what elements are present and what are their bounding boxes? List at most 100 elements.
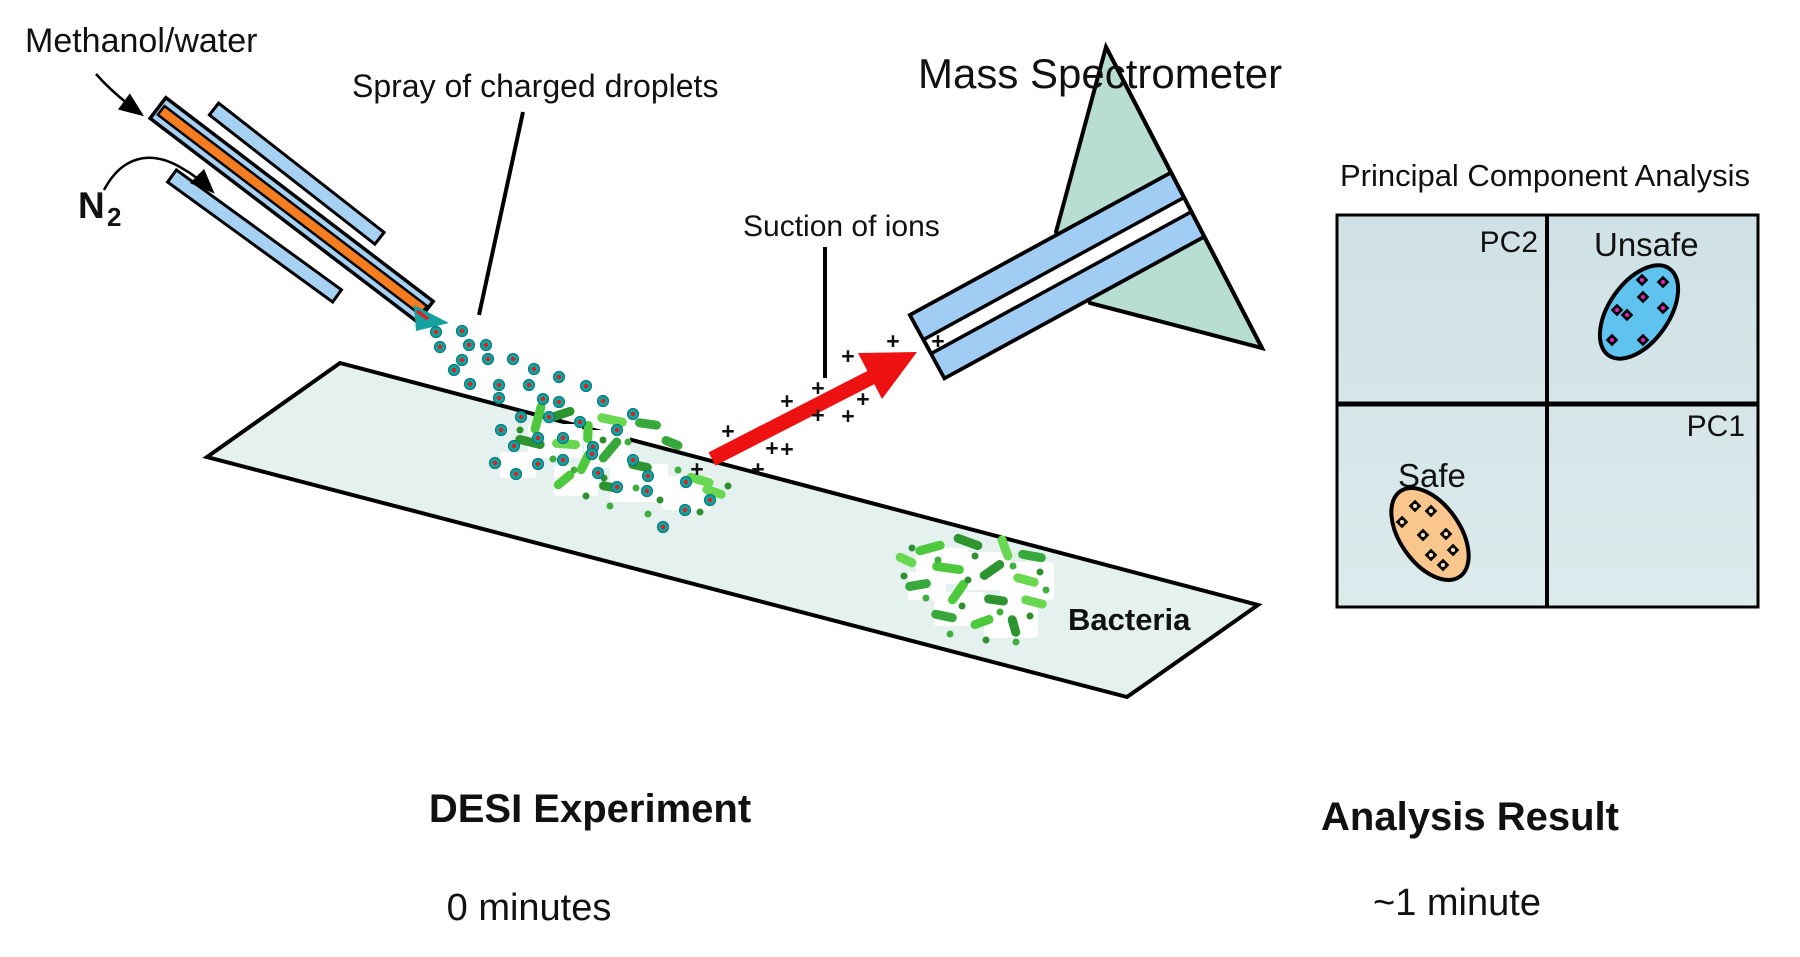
spray-droplets <box>429 324 717 534</box>
bacteria-dot <box>900 572 908 580</box>
bacteria-dot <box>908 544 916 552</box>
sprayer-central-tube <box>147 95 436 325</box>
ion-plus-icon: + <box>841 343 854 369</box>
ion-plus-icon: + <box>811 375 824 401</box>
pca-sample-marker-dot <box>1661 306 1665 310</box>
sprayer-tip-cone <box>414 305 449 331</box>
pca-clusters <box>1389 263 1681 582</box>
bacteria-dot <box>696 508 704 516</box>
pca-sample-marker-dot <box>1640 278 1644 282</box>
droplet-core <box>498 427 504 433</box>
sprayer-lower-gas-tube <box>165 167 344 305</box>
bacteria-label: Bacteria <box>1068 602 1191 637</box>
bacteria-rod <box>583 421 593 443</box>
bacteria-dot <box>624 438 632 446</box>
pca-unsafe-label: Unsafe <box>1594 226 1699 263</box>
bacteria-rod <box>702 485 726 499</box>
bacteria-rod <box>686 472 714 488</box>
pca-sample-marker-dot <box>1444 532 1448 536</box>
ion-plus-icon: + <box>780 436 793 462</box>
bacteria-dot <box>996 608 1004 616</box>
bacteria-dot <box>1042 586 1050 594</box>
droplet-core <box>630 411 636 417</box>
pca-sample-marker-dot <box>1413 504 1417 508</box>
bacteria-rod <box>597 413 627 427</box>
bacteria-rod <box>895 552 917 568</box>
bacteria-dot <box>599 436 607 444</box>
droplet-core <box>496 382 502 388</box>
droplet-core <box>466 342 472 348</box>
bacteria-dot <box>570 466 578 474</box>
droplet-core <box>630 457 636 463</box>
bacteria-dot <box>549 455 557 463</box>
bacteria-dot <box>934 556 942 564</box>
desi-time-caption: 0 minutes <box>447 887 612 929</box>
droplet-core <box>614 427 620 433</box>
n2-subscript: 2 <box>107 202 121 232</box>
desi-caption: DESI Experiment <box>429 787 751 831</box>
bacteria-dot <box>1009 562 1017 570</box>
mass-spectrometer-inlet-tube <box>907 154 1237 381</box>
sample-plate <box>202 360 1263 700</box>
bacteria-dot <box>964 576 972 584</box>
droplet-core <box>595 470 601 476</box>
droplet-core <box>483 342 489 348</box>
pca-x-axis-label: PC1 <box>1687 410 1745 443</box>
mass-spectrometer-inlet-clip <box>907 154 1237 381</box>
bacteria-rod <box>953 533 983 551</box>
pca-sample-marker-dot <box>1400 520 1404 524</box>
droplet-core <box>645 473 651 479</box>
pca-sample-marker-dot <box>1625 313 1629 317</box>
droplet-core <box>560 435 566 441</box>
bacteria-dot <box>1012 638 1020 646</box>
n2-feed-arrow <box>102 156 215 194</box>
droplet-core <box>459 357 465 363</box>
pca-sample-marker-dot <box>1615 308 1619 312</box>
droplet-core <box>433 329 439 335</box>
bacteria-rod <box>1013 573 1039 587</box>
pca-title: Principal Component Analysis <box>1340 158 1750 193</box>
pca-sample-marker-dot <box>1451 548 1455 552</box>
pca-sample-marker-dot <box>1661 280 1665 284</box>
bacteria-rod <box>1007 615 1021 637</box>
droplet-core <box>511 443 517 449</box>
sprayer-tip-red-mark <box>415 309 430 321</box>
droplet-core <box>485 356 491 362</box>
bacteria-rod <box>948 579 968 605</box>
pca-sample-marker-dot <box>1429 553 1433 557</box>
bacteria-rod <box>931 609 957 623</box>
bacteria-rod <box>905 579 931 591</box>
bacteria-rod <box>984 594 1008 606</box>
bacteria-dot <box>644 510 652 518</box>
ion-plus-icon: + <box>886 328 899 354</box>
mass-spectrometer-right-edge <box>1104 46 1264 349</box>
bacteria-rod <box>932 561 964 575</box>
pca-sample-marker-dot <box>1429 509 1433 513</box>
bacteria-rod <box>661 436 683 450</box>
ion-plus-icon: + <box>931 328 944 354</box>
methanol-feed-arrow <box>95 73 145 117</box>
bacteria-rod <box>515 434 545 450</box>
ion-plus-icon: + <box>721 418 734 444</box>
droplet-core <box>614 484 620 490</box>
ion-plus-icon: + <box>841 403 854 429</box>
droplet-core <box>496 395 502 401</box>
colony-patch <box>500 452 536 478</box>
bacteria-rod <box>598 437 622 463</box>
n2-label: N <box>78 185 105 226</box>
droplet-core <box>583 383 589 389</box>
bacteria-dot <box>632 484 640 492</box>
droplet-core <box>526 382 532 388</box>
bacteria-dot <box>982 636 990 644</box>
droplet-core <box>683 479 689 485</box>
pca-sample-marker-dot <box>1610 338 1614 342</box>
bacteria-dot <box>582 492 590 500</box>
droplet-core <box>546 414 552 420</box>
bacteria-rod <box>553 470 575 490</box>
droplet-core <box>556 374 562 380</box>
droplet-core <box>510 356 516 362</box>
ion-arrow-head <box>858 352 917 399</box>
pca-sample-marker-dot <box>1421 533 1425 537</box>
